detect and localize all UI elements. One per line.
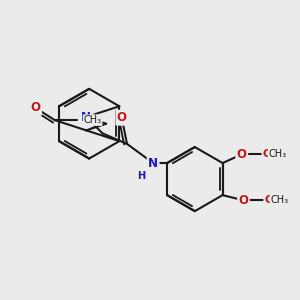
Text: CH₃: CH₃ [269,149,287,159]
Text: O: O [238,194,248,207]
Text: O: O [117,111,127,124]
Text: CH₃: CH₃ [271,195,289,205]
Text: O: O [237,148,247,161]
Text: N: N [148,157,158,169]
Text: O: O [31,101,40,114]
Text: H: H [137,171,145,181]
Text: O: O [263,149,272,159]
Text: CH₃: CH₃ [83,115,102,125]
Text: O: O [264,195,274,205]
Text: N: N [81,110,91,124]
